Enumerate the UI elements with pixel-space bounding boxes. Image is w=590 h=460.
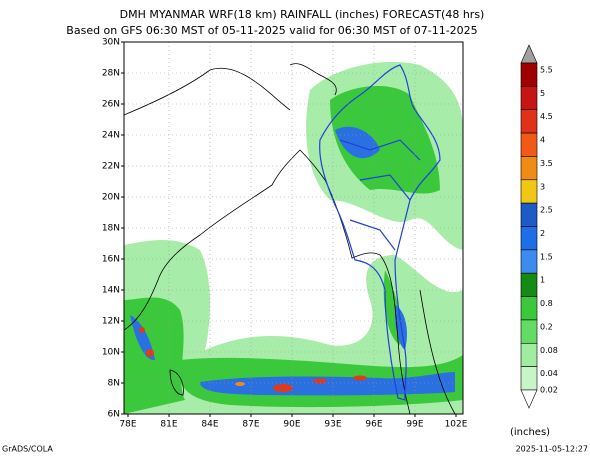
colorbar-band (520, 226, 538, 251)
rainfall-shading (124, 61, 463, 414)
lat-label: 10N (102, 348, 120, 358)
lat-label: 26N (102, 100, 120, 110)
colorbar-label: 2 (540, 229, 545, 238)
grid (121, 41, 463, 417)
lat-label: 6N (108, 410, 120, 420)
colorbar-label: 0.04 (540, 369, 558, 378)
lat-label: 14N (102, 286, 120, 296)
lon-label: 84E (201, 420, 218, 430)
colorbar-unit: (inches) (510, 427, 550, 438)
colorbar-band (520, 132, 538, 157)
lon-label: 78E (119, 420, 136, 430)
colorbar-band (520, 342, 538, 367)
colorbar-label: 5 (540, 89, 545, 98)
lat-label: 20N (102, 193, 120, 203)
colorbar-label: 2.5 (540, 206, 553, 215)
lon-label: 102E (445, 420, 468, 430)
lat-label: 30N (102, 38, 120, 48)
colorbar-band (520, 249, 538, 274)
colorbar-label: 0.8 (540, 299, 553, 308)
lon-label: 90E (283, 420, 300, 430)
colorbar-label: 3 (540, 182, 545, 191)
colorbar-band (520, 319, 538, 344)
colorbar-band (520, 202, 538, 227)
lat-label: 18N (102, 224, 120, 234)
colorbar-label: 4 (540, 136, 545, 145)
colorbar-label: 3.5 (540, 159, 553, 168)
lat-label: 12N (102, 317, 120, 327)
colorbar-cap (520, 389, 538, 409)
lon-label: 87E (242, 420, 259, 430)
lon-label: 96E (365, 420, 382, 430)
colorbar-cap (520, 44, 538, 64)
map-frame (123, 41, 464, 415)
lon-label: 99E (406, 420, 423, 430)
colorbar-label: 0.08 (540, 346, 558, 355)
myanmar-borders (319, 64, 441, 401)
colorbar-band (520, 109, 538, 134)
lat-label: 22N (102, 162, 120, 172)
colorbar-label: 5.5 (540, 66, 553, 75)
colorbar-band (520, 86, 538, 111)
colorbar: 5.5 5 4.5 4 3.5 3 2.5 2 1.5 1 0.8 0.2 0.08 0.04 0.02 (520, 44, 558, 409)
colorbar-band (520, 296, 538, 321)
colorbar-label: 0.02 (540, 386, 558, 395)
colorbar-band (520, 366, 538, 391)
lat-label: 16N (102, 255, 120, 265)
lon-label: 93E (324, 420, 341, 430)
subtitle: Based on GFS 06:30 MST of 05-11-2025 val… (66, 24, 477, 37)
colorbar-label: 1.5 (540, 252, 553, 261)
lon-label: 81E (160, 420, 177, 430)
colorbar-band (520, 179, 538, 204)
map (121, 41, 464, 417)
colorbar-band (520, 62, 538, 87)
lat-label: 24N (102, 131, 120, 141)
coastlines (123, 63, 456, 415)
colorbar-label: 0.2 (540, 322, 553, 331)
title: DMH MYANMAR WRF(18 km) RAINFALL (inches)… (120, 8, 485, 21)
footer-left: GrADS/COLA (2, 445, 53, 454)
lat-label: 28N (102, 69, 120, 79)
colorbar-band (520, 156, 538, 181)
footer-right: 2025-11-05-12:27 (516, 445, 588, 454)
colorbar-label: 1 (540, 276, 545, 285)
colorbar-label: 4.5 (540, 112, 553, 121)
lat-label: 8N (108, 379, 120, 389)
colorbar-band (520, 272, 538, 297)
